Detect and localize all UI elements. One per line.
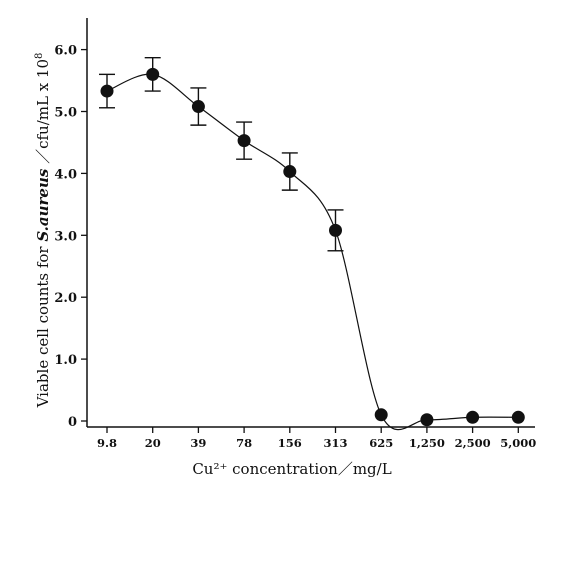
data-point [420,413,434,427]
x-tick-label: 5,000 [500,436,536,450]
y-tick-label: 3.0 [54,229,77,244]
data-point [329,223,342,237]
data-point [374,408,388,422]
error-bars [99,56,344,252]
data-points [100,67,525,427]
y-tick-label: 0 [68,415,77,430]
x-tick-label: 625 [369,436,393,450]
x-ticks: 9.8 20 39 78 156 313 625 1,250 2,500 5,000 [97,427,536,450]
y-tick-label: 2.0 [54,291,77,306]
data-point [511,410,525,424]
y-tick-label: 6.0 [54,44,77,59]
data-point [146,67,160,81]
y-axis-title-prefix: Viable cell counts for [34,242,52,409]
y-axis-title-exponent: 8 [34,53,45,59]
y-axis-title: Viable cell counts for S.aureus ／cfu/mL … [34,53,52,409]
data-point [100,84,114,98]
x-tick-label: 313 [323,436,347,450]
x-tick-label: 2,500 [455,436,491,450]
y-ticks: 0 1.0 2.0 3.0 4.0 5.0 6.0 [54,44,87,430]
data-point [191,100,205,114]
x-tick-label: 39 [190,436,206,450]
x-axis-title: Cu²⁺ concentration／mg/L [192,460,391,478]
y-axis-title-species: S.aureus [34,168,52,241]
y-axis-title-unit: ／cfu/mL x 10 [34,59,52,169]
data-point [466,410,480,424]
x-tick-label: 9.8 [97,436,117,450]
y-tick-label: 4.0 [54,167,77,182]
data-point [237,134,251,148]
x-tick-label: 78 [236,436,252,450]
y-tick-label: 1.0 [54,353,77,368]
series-curve [106,73,519,431]
y-tick-label: 5.0 [54,106,77,121]
x-tick-label: 1,250 [409,436,445,450]
data-point [283,165,297,179]
x-tick-label: 20 [145,436,161,450]
x-tick-label: 156 [278,436,302,450]
